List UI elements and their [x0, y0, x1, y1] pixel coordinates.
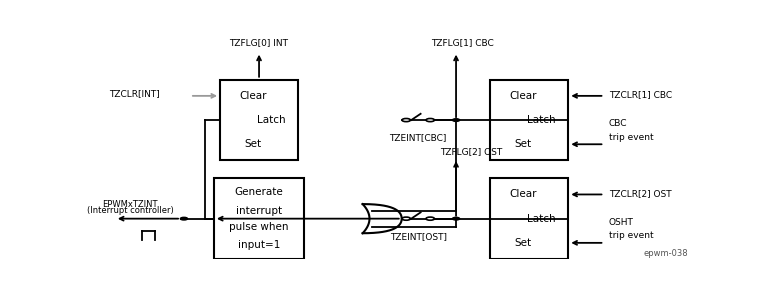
Text: epwm-038: epwm-038 — [644, 249, 688, 258]
Circle shape — [453, 217, 460, 220]
Circle shape — [402, 118, 411, 122]
Text: Clear: Clear — [239, 91, 267, 101]
Circle shape — [426, 217, 435, 220]
Circle shape — [402, 217, 411, 220]
Text: OSHT: OSHT — [608, 218, 633, 227]
Text: interrupt: interrupt — [236, 205, 282, 216]
Bar — [491, 80, 568, 160]
Bar — [491, 178, 568, 259]
Text: TZEINT[CBC]: TZEINT[CBC] — [390, 134, 447, 143]
Text: Set: Set — [244, 139, 262, 149]
Text: Clear: Clear — [510, 91, 537, 101]
Text: Latch: Latch — [527, 115, 556, 125]
Text: EPWMxTZINT: EPWMxTZINT — [102, 200, 157, 209]
Bar — [214, 178, 304, 259]
Circle shape — [426, 118, 435, 122]
Bar — [220, 80, 298, 160]
Text: TZCLR[INT]: TZCLR[INT] — [109, 89, 160, 98]
Text: TZFLG[2] OST: TZFLG[2] OST — [440, 147, 502, 156]
Text: Set: Set — [515, 139, 532, 149]
Text: TZCLR[1] CBC: TZCLR[1] CBC — [608, 90, 672, 99]
Text: trip event: trip event — [608, 133, 653, 142]
Text: TZFLG[1] CBC: TZFLG[1] CBC — [431, 38, 494, 47]
Text: Latch: Latch — [527, 214, 556, 224]
Text: (Interrupt controller): (Interrupt controller) — [87, 206, 174, 215]
Text: CBC: CBC — [608, 119, 627, 128]
Text: TZFLG[0] INT: TZFLG[0] INT — [229, 38, 288, 47]
Text: Clear: Clear — [510, 189, 537, 199]
Text: Set: Set — [515, 238, 532, 248]
Text: Generate: Generate — [235, 187, 284, 197]
Circle shape — [453, 119, 460, 121]
Text: TZEINT[OST]: TZEINT[OST] — [390, 232, 446, 241]
Circle shape — [181, 217, 188, 220]
Text: pulse when: pulse when — [229, 222, 289, 232]
Text: Latch: Latch — [257, 115, 285, 125]
Text: input=1: input=1 — [238, 240, 281, 250]
Text: trip event: trip event — [608, 231, 653, 240]
Text: TZCLR[2] OST: TZCLR[2] OST — [608, 189, 671, 198]
